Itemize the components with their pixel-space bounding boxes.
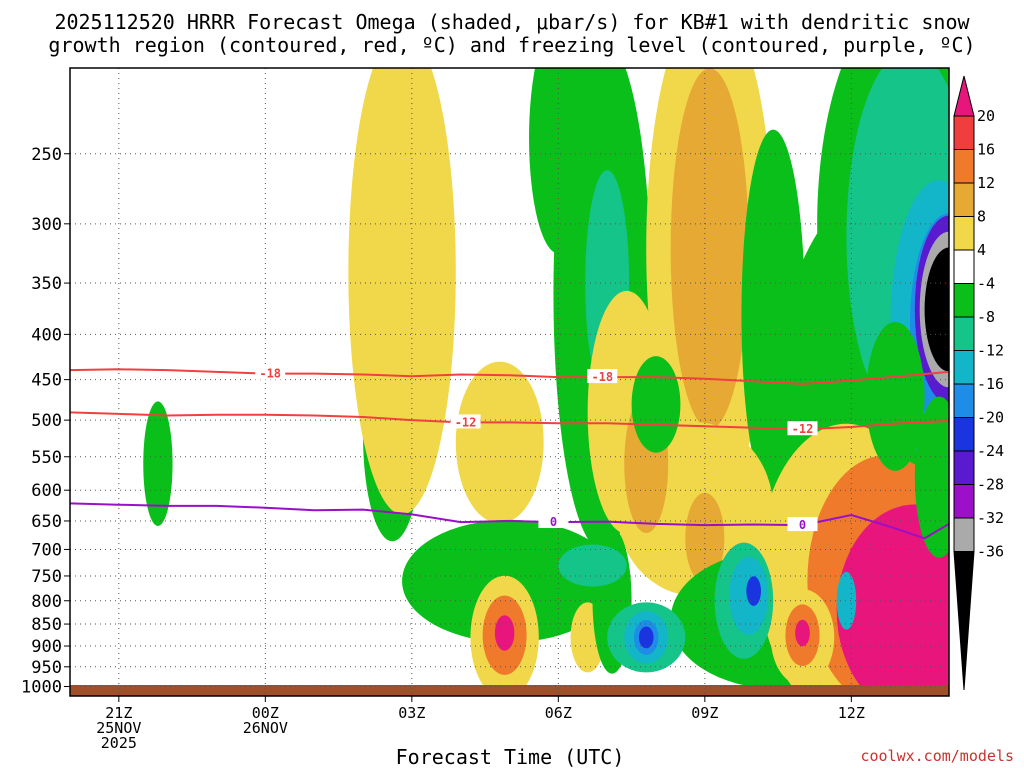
y-tick-label-250: 250 xyxy=(31,145,62,165)
y-axis-pressure: 2503003504004505005506006507007508008509… xyxy=(21,145,70,698)
omega-blob-3 xyxy=(455,361,544,524)
colorbar-segment-9 xyxy=(953,383,975,418)
colorbar-segment-10 xyxy=(953,417,975,452)
x-tick-label-12-0: 09Z xyxy=(691,704,718,722)
contour--18-line xyxy=(70,368,949,385)
y-tick-label-750: 750 xyxy=(31,567,62,587)
colorbar-segment-11 xyxy=(953,450,975,485)
omega-blob-24 xyxy=(924,247,949,372)
colorbar-label-4: 4 xyxy=(977,241,986,259)
y-tick-label-900: 900 xyxy=(31,637,62,657)
contour--12-label-0: -12 xyxy=(455,415,477,429)
colorbar-segment-13 xyxy=(953,517,975,552)
omega-blob-14 xyxy=(631,356,681,453)
plot-frame xyxy=(69,67,950,697)
contour-0-label-bg-0 xyxy=(538,514,569,529)
omega-blob-6 xyxy=(529,68,588,254)
colorbar-label-7: -12 xyxy=(977,342,1004,360)
y-tick-label-450: 450 xyxy=(31,371,62,391)
x-tick-label-0-0: 21Z xyxy=(105,704,132,722)
contour--12-label-1: -12 xyxy=(792,422,814,436)
y-tick-label-800: 800 xyxy=(31,592,62,612)
x-tick-label-3-1: 26NOV xyxy=(243,719,288,737)
contour--18-label-bg-1 xyxy=(587,369,618,384)
omega-blob-41 xyxy=(746,576,761,606)
omega-blob-34 xyxy=(558,544,627,587)
colorbar-label-8: -16 xyxy=(977,375,1004,393)
colorbar-segment-3 xyxy=(953,182,975,217)
y-tick-label-350: 350 xyxy=(31,274,62,294)
colorbar-label-0: 20 xyxy=(977,107,995,125)
y-tick-label-500: 500 xyxy=(31,411,62,431)
contour--12-label-bg-0 xyxy=(450,414,481,429)
y-tick-label-650: 650 xyxy=(31,512,62,532)
y-tick-label-600: 600 xyxy=(31,481,62,501)
colorbar-bottom-triangle xyxy=(953,551,975,691)
omega-blob-8 xyxy=(670,68,749,429)
y-tick-label-1000: 1000 xyxy=(21,678,62,698)
omega-blob-27 xyxy=(836,504,949,696)
colorbar-label-6: -8 xyxy=(977,308,995,326)
colorbar-segment-1 xyxy=(953,115,975,150)
contour-0-label-bg-1 xyxy=(787,517,818,532)
contour-0-label-1: 0 xyxy=(799,518,806,532)
contour-0-line xyxy=(70,502,949,540)
y-tick-label-950: 950 xyxy=(31,658,62,678)
x-tick-label-15-0: 12Z xyxy=(838,704,865,722)
y-tick-label-400: 400 xyxy=(31,325,62,345)
colorbar-label-5: -4 xyxy=(977,275,995,293)
omega-blob-28 xyxy=(914,396,949,558)
colorbar-segment-6 xyxy=(953,283,975,318)
omega-shading xyxy=(143,68,949,696)
x-tick-label-0-2: 2025 xyxy=(101,734,137,752)
contour-0-label-0: 0 xyxy=(550,515,557,529)
y-tick-label-700: 700 xyxy=(31,540,62,560)
y-tick-label-550: 550 xyxy=(31,448,62,468)
colorbar-label-13: -36 xyxy=(977,543,1004,561)
omega-blob-38 xyxy=(638,626,654,649)
x-tick-label-3-0: 00Z xyxy=(252,704,279,722)
y-tick-label-300: 300 xyxy=(31,215,62,235)
colorbar-label-3: 8 xyxy=(977,208,986,226)
colorbar-label-9: -20 xyxy=(977,409,1004,427)
contour--12-label-bg-1 xyxy=(787,421,818,436)
x-tick-label-6-0: 03Z xyxy=(398,704,425,722)
chart-title-line-1: 2025112520 HRRR Forecast Omega (shaded, … xyxy=(54,10,970,34)
contour--18-label-0: -18 xyxy=(259,367,281,381)
omega-blob-46 xyxy=(865,321,925,471)
colorbar-segment-8 xyxy=(953,350,975,385)
omega-blob-45 xyxy=(836,571,857,630)
omega-blob-2 xyxy=(348,68,456,515)
contour--18-label-1: -18 xyxy=(591,370,613,384)
omega-blob-44 xyxy=(795,619,810,647)
omega-blob-0 xyxy=(143,401,173,526)
contour--18-label-bg-0 xyxy=(255,365,286,380)
colorbar-segment-12 xyxy=(953,484,975,519)
omega-blob-31 xyxy=(494,615,515,651)
colorbar-label-10: -24 xyxy=(977,442,1004,460)
terrain-ground-bar xyxy=(70,685,949,696)
colorbar-segment-4 xyxy=(953,216,975,251)
colorbar-label-12: -32 xyxy=(977,509,1004,527)
watermark: coolwx.com/models xyxy=(860,747,1014,765)
temperature-contours: -18 -18 -12 -12 0 0 xyxy=(70,365,949,540)
colorbar-segment-2 xyxy=(953,149,975,184)
x-axis-label: Forecast Time (UTC) xyxy=(396,745,625,768)
chart-title-line-2: growth region (contoured, red, ºC) and f… xyxy=(48,33,975,57)
colorbar-top-triangle xyxy=(953,75,975,117)
y-tick-label-850: 850 xyxy=(31,615,62,635)
colorbar-label-1: 16 xyxy=(977,141,995,159)
colorbar: 20 16 12 8 4 -4 -8 -12 -16 -20 -24 -28 -32 -36 xyxy=(953,75,1004,691)
colorbar-label-11: -28 xyxy=(977,476,1004,494)
colorbar-segment-7 xyxy=(953,316,975,351)
x-tick-label-0-1: 25NOV xyxy=(96,719,141,737)
colorbar-label-2: 12 xyxy=(977,174,995,192)
colorbar-segment-5 xyxy=(953,249,975,284)
x-tick-label-9-0: 06Z xyxy=(545,704,572,722)
